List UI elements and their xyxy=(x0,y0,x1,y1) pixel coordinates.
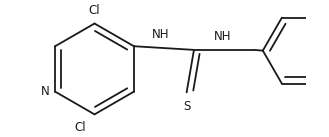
Text: N: N xyxy=(40,85,49,98)
Text: S: S xyxy=(183,100,190,113)
Text: NH: NH xyxy=(152,28,170,42)
Text: Cl: Cl xyxy=(89,4,100,17)
Text: NH: NH xyxy=(214,30,231,43)
Text: Cl: Cl xyxy=(74,121,86,134)
